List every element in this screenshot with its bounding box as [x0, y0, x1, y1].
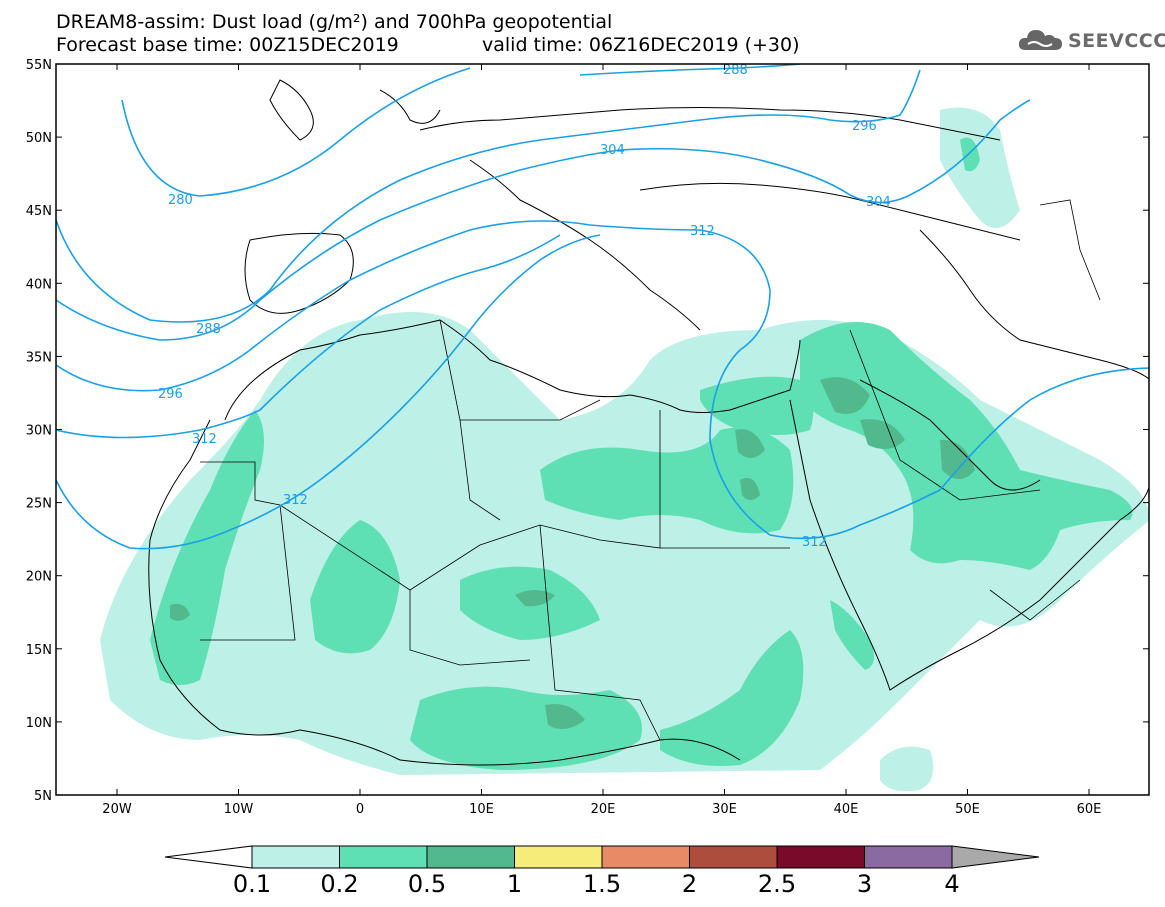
- lon-tick-label: 20W: [102, 802, 132, 817]
- map-title: DREAM8-assim: Dust load (g/m²) and 700hP…: [56, 11, 613, 33]
- colorbar-segment: [601, 845, 690, 869]
- colorbar-segment: [251, 845, 340, 869]
- lat-tick-label: 55N: [26, 58, 52, 73]
- colorbar-over-triangle: [951, 845, 1040, 869]
- colorbar-label: 4: [944, 870, 960, 898]
- colorbar-segment: [339, 845, 428, 869]
- colorbar-segment: [776, 845, 865, 869]
- contour-label: 312: [802, 535, 827, 550]
- colorbar-label: 1: [506, 870, 523, 898]
- longitude-axis: 20W 10W 0 10E 20E 30E 40E 50E 60E: [102, 64, 1101, 817]
- lat-tick-label: 25N: [26, 497, 52, 512]
- lat-tick-label: 40N: [26, 277, 52, 292]
- geopotential-contours: [56, 64, 1149, 550]
- latitude-axis: 55N 50N 45N 40N 35N 30N 25N 20N 15N 10N 5N: [26, 58, 1149, 804]
- lat-tick-label: 10N: [26, 716, 52, 731]
- contour-label: 312: [690, 224, 715, 239]
- seevccc-logo: SEEVCCC: [1018, 26, 1165, 56]
- forecast-base-time: Forecast base time: 00Z15DEC2019: [56, 34, 399, 56]
- lat-tick-label: 15N: [26, 643, 52, 658]
- lon-tick-label: 0: [356, 802, 364, 817]
- contour-label: 304: [600, 143, 625, 158]
- lon-tick-label: 30E: [712, 802, 737, 817]
- logo-text: SEEVCCC: [1068, 30, 1165, 52]
- lat-tick-label: 50N: [26, 131, 52, 146]
- colorbar-label: 0.5: [407, 870, 447, 898]
- contour-label: 296: [158, 387, 183, 402]
- colorbar-segment: [426, 845, 515, 869]
- contour-labels: 288 296 304 312 280 288 296 304 312 312 …: [158, 63, 891, 550]
- lat-tick-label: 20N: [26, 570, 52, 585]
- colorbar-label: 0.2: [320, 870, 359, 898]
- colorbar-segment: [864, 845, 953, 869]
- colorbar-segment: [514, 845, 603, 869]
- lat-tick-label: 45N: [26, 204, 52, 219]
- lat-tick-label: 30N: [26, 424, 52, 439]
- colorbar: [164, 845, 1040, 869]
- colorbar-label: 2: [681, 870, 698, 898]
- lon-tick-label: 10E: [469, 802, 494, 817]
- colorbar-under-triangle: [164, 845, 253, 869]
- lon-tick-label: 50E: [955, 802, 980, 817]
- lon-tick-label: 40E: [834, 802, 859, 817]
- colorbar-label: 3: [856, 870, 873, 898]
- lon-tick-label: 20E: [591, 802, 616, 817]
- contour-label: 296: [852, 119, 877, 134]
- contour-label: 280: [168, 193, 193, 208]
- lon-tick-label: 60E: [1077, 802, 1102, 817]
- lat-tick-label: 5N: [34, 789, 52, 804]
- contour-label: 312: [192, 432, 217, 447]
- colorbar-label: 1.5: [582, 870, 622, 898]
- contour-label: 288: [196, 322, 221, 337]
- lon-tick-label: 10W: [224, 802, 254, 817]
- contour-label: 312: [283, 493, 308, 508]
- cloud-logo-icon: [1018, 30, 1062, 50]
- colorbar-segment: [689, 845, 778, 869]
- valid-time: valid time: 06Z16DEC2019 (+30): [482, 34, 800, 56]
- dust-fields: [100, 107, 1149, 792]
- colorbar-label: 0.1: [232, 870, 272, 898]
- colorbar-label: 2.5: [757, 870, 797, 898]
- contour-label: 304: [866, 195, 891, 210]
- borders: [200, 199, 1101, 741]
- lat-tick-label: 35N: [26, 350, 52, 365]
- contour-label: 288: [723, 63, 748, 78]
